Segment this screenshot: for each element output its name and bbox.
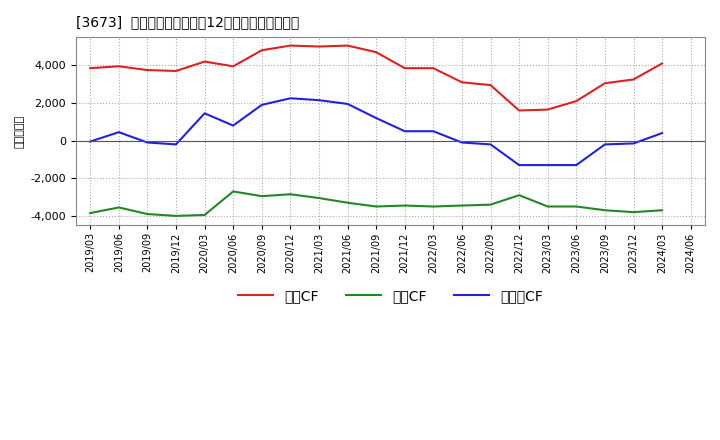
- 投賃CF: [515, 193, 523, 198]
- 営業CF: [200, 59, 209, 64]
- 営業CF: [658, 61, 667, 66]
- 投賃CF: [400, 203, 409, 208]
- 営業CF: [286, 43, 294, 48]
- 投賃CF: [372, 204, 380, 209]
- 営業CF: [429, 66, 438, 71]
- 営業CF: [143, 67, 152, 73]
- フリーCF: [515, 162, 523, 168]
- 営業CF: [114, 64, 123, 69]
- 投賃CF: [486, 202, 495, 207]
- 営業CF: [600, 81, 609, 86]
- 投賃CF: [315, 195, 323, 201]
- フリーCF: [143, 140, 152, 145]
- 営業CF: [572, 99, 580, 104]
- 投賃CF: [343, 200, 352, 205]
- 営業CF: [171, 68, 180, 73]
- Line: 投賃CF: 投賃CF: [90, 191, 662, 216]
- フリーCF: [229, 123, 238, 128]
- 投賃CF: [429, 204, 438, 209]
- 営業CF: [229, 64, 238, 69]
- 投賃CF: [200, 213, 209, 218]
- フリーCF: [600, 142, 609, 147]
- 営業CF: [458, 80, 467, 85]
- 投賃CF: [658, 208, 667, 213]
- Y-axis label: （百万円）: （百万円）: [15, 115, 25, 148]
- 営業CF: [372, 50, 380, 55]
- 投賃CF: [600, 208, 609, 213]
- 営業CF: [315, 44, 323, 49]
- フリーCF: [572, 162, 580, 168]
- Legend: 営業CF, 投賃CF, フリーCF: 営業CF, 投賃CF, フリーCF: [233, 284, 549, 309]
- 投賃CF: [286, 192, 294, 197]
- フリーCF: [429, 128, 438, 134]
- 営業CF: [86, 66, 94, 71]
- 営業CF: [544, 107, 552, 112]
- フリーCF: [200, 111, 209, 116]
- 投賃CF: [229, 189, 238, 194]
- 営業CF: [515, 108, 523, 113]
- 営業CF: [343, 43, 352, 48]
- フリーCF: [86, 139, 94, 144]
- Text: [3673]  キャッシュフローの12か月移動合計の推移: [3673] キャッシュフローの12か月移動合計の推移: [76, 15, 299, 29]
- フリーCF: [343, 101, 352, 106]
- 営業CF: [629, 77, 638, 82]
- 投賃CF: [171, 213, 180, 219]
- フリーCF: [629, 141, 638, 146]
- フリーCF: [286, 95, 294, 101]
- フリーCF: [458, 140, 467, 145]
- 投賃CF: [143, 211, 152, 216]
- 投賃CF: [572, 204, 580, 209]
- Line: 営業CF: 営業CF: [90, 46, 662, 110]
- 投賃CF: [86, 210, 94, 216]
- 投賃CF: [114, 205, 123, 210]
- フリーCF: [400, 128, 409, 134]
- フリーCF: [486, 142, 495, 147]
- フリーCF: [114, 129, 123, 135]
- 投賃CF: [258, 194, 266, 199]
- フリーCF: [315, 98, 323, 103]
- 営業CF: [258, 48, 266, 53]
- Line: フリーCF: フリーCF: [90, 98, 662, 165]
- 投賃CF: [629, 209, 638, 215]
- フリーCF: [171, 142, 180, 147]
- 投賃CF: [544, 204, 552, 209]
- 投賃CF: [458, 203, 467, 208]
- フリーCF: [258, 102, 266, 107]
- フリーCF: [372, 115, 380, 121]
- フリーCF: [544, 162, 552, 168]
- 営業CF: [400, 66, 409, 71]
- フリーCF: [658, 130, 667, 136]
- 営業CF: [486, 82, 495, 88]
